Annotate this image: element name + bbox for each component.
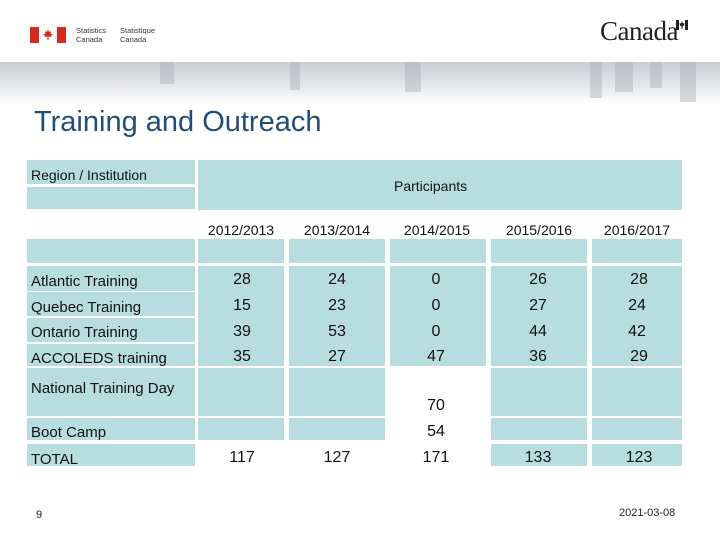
canada-wordmark: Canada	[600, 16, 678, 46]
table-cell: 44	[529, 323, 547, 340]
table-cell: 28	[233, 271, 251, 288]
year-header: 2013/2014	[303, 222, 371, 238]
table-cell-total: 171	[422, 449, 450, 466]
table-cell: 36	[529, 348, 547, 365]
year-header: 2015/2016	[505, 222, 573, 238]
table-cell-total: 127	[323, 449, 351, 466]
slide-date: 2021-03-08	[619, 507, 676, 519]
table-cell: 0	[431, 271, 441, 288]
year-header: 2012/2013	[207, 222, 275, 238]
row-label: ACCOLEDS training	[31, 350, 167, 367]
row-label: Ontario Training	[31, 324, 138, 341]
table-cell-total: 133	[524, 449, 552, 466]
table-cell: 47	[427, 348, 445, 365]
table-cell: 27	[529, 297, 547, 314]
row-label: National Training Day	[31, 380, 175, 397]
canada-flag-icon	[30, 27, 66, 43]
table-cell-total: 123	[625, 449, 653, 466]
agency-name-fr: Statistique Canada	[120, 26, 156, 44]
table-cell: 27	[328, 348, 346, 365]
table-cell: 0	[431, 297, 441, 314]
row-label: Boot Camp	[31, 424, 107, 441]
table-cell: 39	[233, 323, 251, 340]
page-number: 9	[36, 509, 43, 521]
row-label: TOTAL	[31, 451, 78, 468]
table-cell: 24	[628, 297, 646, 314]
table-cell: 29	[630, 348, 648, 365]
table-cell: 28	[630, 271, 648, 288]
row-label: Atlantic Training	[31, 273, 138, 290]
table-cell: 35	[233, 348, 251, 365]
table-cell: 42	[628, 323, 646, 340]
year-header: 2016/2017	[603, 222, 671, 238]
table-cell: 24	[328, 271, 346, 288]
header: Statistics Canada Statistique Canada Can…	[0, 0, 720, 62]
wordmark-flag-icon	[676, 20, 688, 30]
table-cell: 70	[427, 397, 445, 414]
table-cell-total: 117	[229, 449, 255, 466]
table-cell: 54	[427, 423, 445, 440]
table-cell: 15	[233, 297, 251, 314]
year-header: 2014/2015	[403, 222, 471, 238]
table-cell: 0	[431, 323, 441, 340]
row-header: Region / Institution	[31, 167, 147, 183]
table-cell: 26	[529, 271, 547, 288]
participants-header: Participants	[394, 178, 468, 194]
header-banner	[0, 62, 720, 104]
slide-title: Training and Outreach	[34, 106, 322, 138]
table-cell: 23	[328, 297, 346, 314]
row-label: Quebec Training	[31, 299, 142, 316]
agency-name-en: Statistics Canada	[76, 26, 107, 44]
table-cell: 53	[328, 323, 346, 340]
